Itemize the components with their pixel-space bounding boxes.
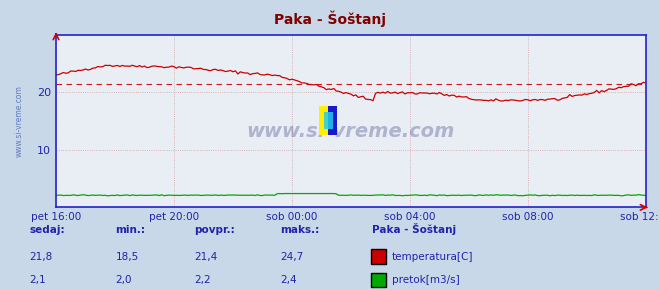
Text: pretok[m3/s]: pretok[m3/s]	[392, 275, 460, 285]
Text: min.:: min.:	[115, 225, 146, 235]
Text: povpr.:: povpr.:	[194, 225, 235, 235]
Text: sedaj:: sedaj:	[30, 225, 65, 235]
Text: temperatura[C]: temperatura[C]	[392, 251, 474, 262]
Text: 2,2: 2,2	[194, 275, 211, 285]
Text: maks.:: maks.:	[280, 225, 320, 235]
Bar	[324, 112, 333, 129]
Text: Paka - Šoštanj: Paka - Šoštanj	[273, 10, 386, 27]
Text: 18,5: 18,5	[115, 251, 138, 262]
Text: 2,0: 2,0	[115, 275, 132, 285]
Text: www.si-vreme.com: www.si-vreme.com	[246, 122, 455, 141]
Bar	[328, 106, 337, 135]
Text: 24,7: 24,7	[280, 251, 303, 262]
Text: 21,4: 21,4	[194, 251, 217, 262]
Text: 21,8: 21,8	[30, 251, 53, 262]
Text: Paka - Šoštanj: Paka - Šoštanj	[372, 224, 457, 235]
Bar	[319, 106, 328, 135]
Text: www.si-vreme.com: www.si-vreme.com	[15, 85, 24, 157]
Text: 2,1: 2,1	[30, 275, 46, 285]
Text: 2,4: 2,4	[280, 275, 297, 285]
